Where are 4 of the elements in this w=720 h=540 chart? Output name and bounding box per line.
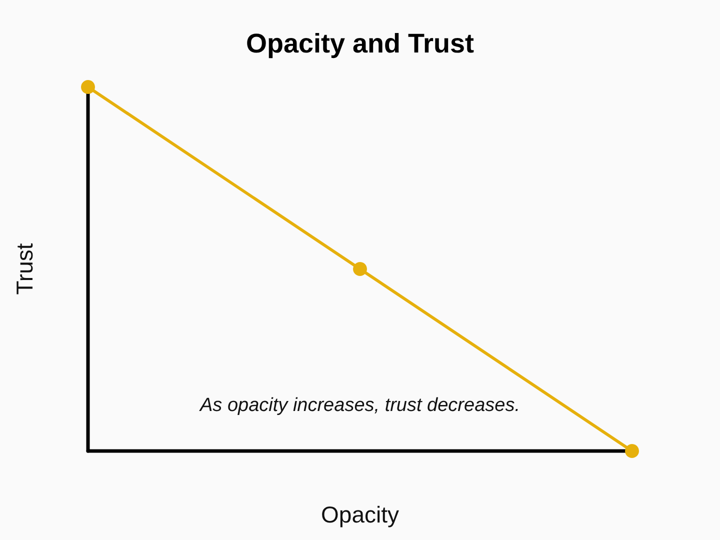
- y-axis-title: Trust: [12, 242, 38, 295]
- annotation: As opacity increases, trust decreases.: [199, 395, 520, 416]
- chart-title: Opacity and Trust: [246, 28, 474, 58]
- x-axis-title: Opacity: [321, 502, 400, 528]
